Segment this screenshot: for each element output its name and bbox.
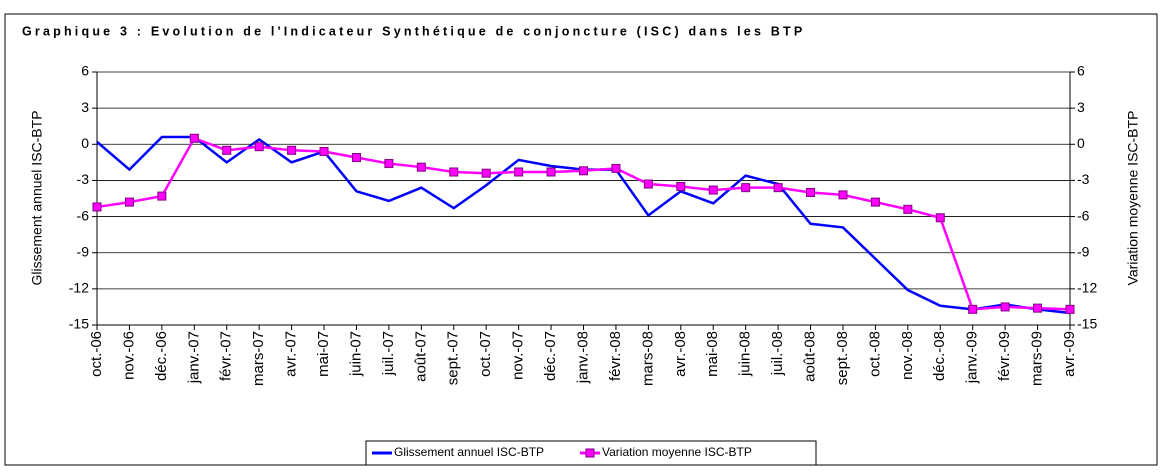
point-marker xyxy=(287,145,297,155)
point-marker xyxy=(579,166,588,176)
x-tick-label: déc.-06 xyxy=(153,331,170,381)
x-tick-label: juil.-07 xyxy=(380,331,397,376)
x-tick-label: févr.-09 xyxy=(996,331,1013,381)
x-tick-label: août-08 xyxy=(802,331,819,382)
y2-tick-label: 0 xyxy=(1077,135,1085,151)
y-tick-label: -3 xyxy=(77,171,90,187)
point-marker xyxy=(319,147,329,157)
y-tick-label: 0 xyxy=(81,135,89,151)
y-tick-label: 6 xyxy=(81,63,89,79)
chart-title: Graphique 3 : Evolution de l'Indicateur … xyxy=(22,24,805,38)
legend-label: Variation moyenne ISC-BTP xyxy=(602,445,752,459)
x-tick-label: juil.-08 xyxy=(769,331,786,376)
point-marker xyxy=(124,197,134,207)
point-marker xyxy=(1065,304,1075,314)
x-tick-label: juin-07 xyxy=(347,331,364,377)
x-tick-label: janv.-08 xyxy=(574,331,591,384)
y-tick-label: -6 xyxy=(77,207,90,223)
point-marker xyxy=(189,133,199,143)
point-marker xyxy=(351,153,361,163)
x-tick-label: nov.-06 xyxy=(120,331,137,380)
point-marker xyxy=(903,204,913,214)
x-tick-label: avr.-08 xyxy=(672,331,689,377)
y-tick-label: -15 xyxy=(69,316,89,332)
point-marker xyxy=(968,304,978,314)
point-marker xyxy=(676,181,686,191)
x-tick-label: avr.-09 xyxy=(1061,331,1078,377)
y2-tick-label: 3 xyxy=(1077,99,1085,115)
x-tick-label: juin-08 xyxy=(737,331,754,377)
point-marker xyxy=(481,168,491,178)
x-tick-label: nov.-08 xyxy=(899,331,916,380)
point-marker xyxy=(254,142,264,152)
point-marker xyxy=(416,162,426,172)
point-marker xyxy=(643,179,653,189)
point-marker xyxy=(935,213,945,223)
x-tick-label: déc.-07 xyxy=(542,331,559,381)
point-marker xyxy=(741,183,751,193)
y2-tick-label: -15 xyxy=(1077,316,1097,332)
point-marker xyxy=(870,197,880,207)
point-marker xyxy=(708,185,718,195)
x-tick-label: déc.-08 xyxy=(931,331,948,381)
legend-marker xyxy=(585,448,595,458)
legend: Glissement annuel ISC-BTP Variation moye… xyxy=(365,440,817,466)
y-tick-label: -9 xyxy=(77,243,90,259)
y2-tick-label: 6 xyxy=(1077,63,1085,79)
y-tick-label: 3 xyxy=(81,99,89,115)
x-tick-label: févr.-07 xyxy=(218,331,235,381)
point-marker xyxy=(546,167,556,177)
point-marker xyxy=(157,191,167,201)
x-tick-label: oct.-06 xyxy=(88,331,105,377)
x-tick-label: mars-08 xyxy=(639,331,656,386)
x-tick-label: mai-07 xyxy=(315,331,332,377)
y2-tick-label: -6 xyxy=(1077,207,1090,223)
x-tick-label: oct.-07 xyxy=(477,331,494,377)
point-marker xyxy=(806,187,816,197)
x-tick-label: janv.-09 xyxy=(964,331,981,384)
point-marker xyxy=(1000,302,1010,312)
x-tick-label: mars-09 xyxy=(1029,331,1046,386)
y2-tick-label: -12 xyxy=(1077,280,1097,296)
y2-tick-label: -9 xyxy=(1077,243,1090,259)
x-tick-label: août-07 xyxy=(412,331,429,382)
point-marker xyxy=(449,167,459,177)
point-marker xyxy=(384,159,394,169)
chart-border xyxy=(4,13,1158,466)
y-axis-title: Glissement annuel ISC-BTP xyxy=(29,110,45,285)
x-tick-label: mars-07 xyxy=(250,331,267,386)
legend-label: Glissement annuel ISC-BTP xyxy=(394,445,544,459)
y2-tick-label: -3 xyxy=(1077,171,1090,187)
x-tick-label: févr.-08 xyxy=(607,331,624,381)
x-tick-label: mai-08 xyxy=(704,331,721,377)
x-tick-label: avr.-07 xyxy=(283,331,300,377)
x-tick-label: janv.-07 xyxy=(185,331,202,384)
point-marker xyxy=(514,167,524,177)
x-tick-label: oct.-08 xyxy=(866,331,883,377)
y-tick-label: -12 xyxy=(69,280,89,296)
x-tick-label: sept.-08 xyxy=(834,331,851,385)
point-marker xyxy=(92,202,102,212)
point-marker xyxy=(773,183,783,193)
x-tick-label: nov.-07 xyxy=(510,331,527,380)
point-marker xyxy=(222,145,232,155)
x-tick-label: sept.-07 xyxy=(445,331,462,385)
point-marker xyxy=(611,163,621,173)
point-marker xyxy=(838,190,848,200)
point-marker xyxy=(1033,303,1043,313)
y2-axis-title: Variation moyenne ISC-BTP xyxy=(1125,111,1141,286)
